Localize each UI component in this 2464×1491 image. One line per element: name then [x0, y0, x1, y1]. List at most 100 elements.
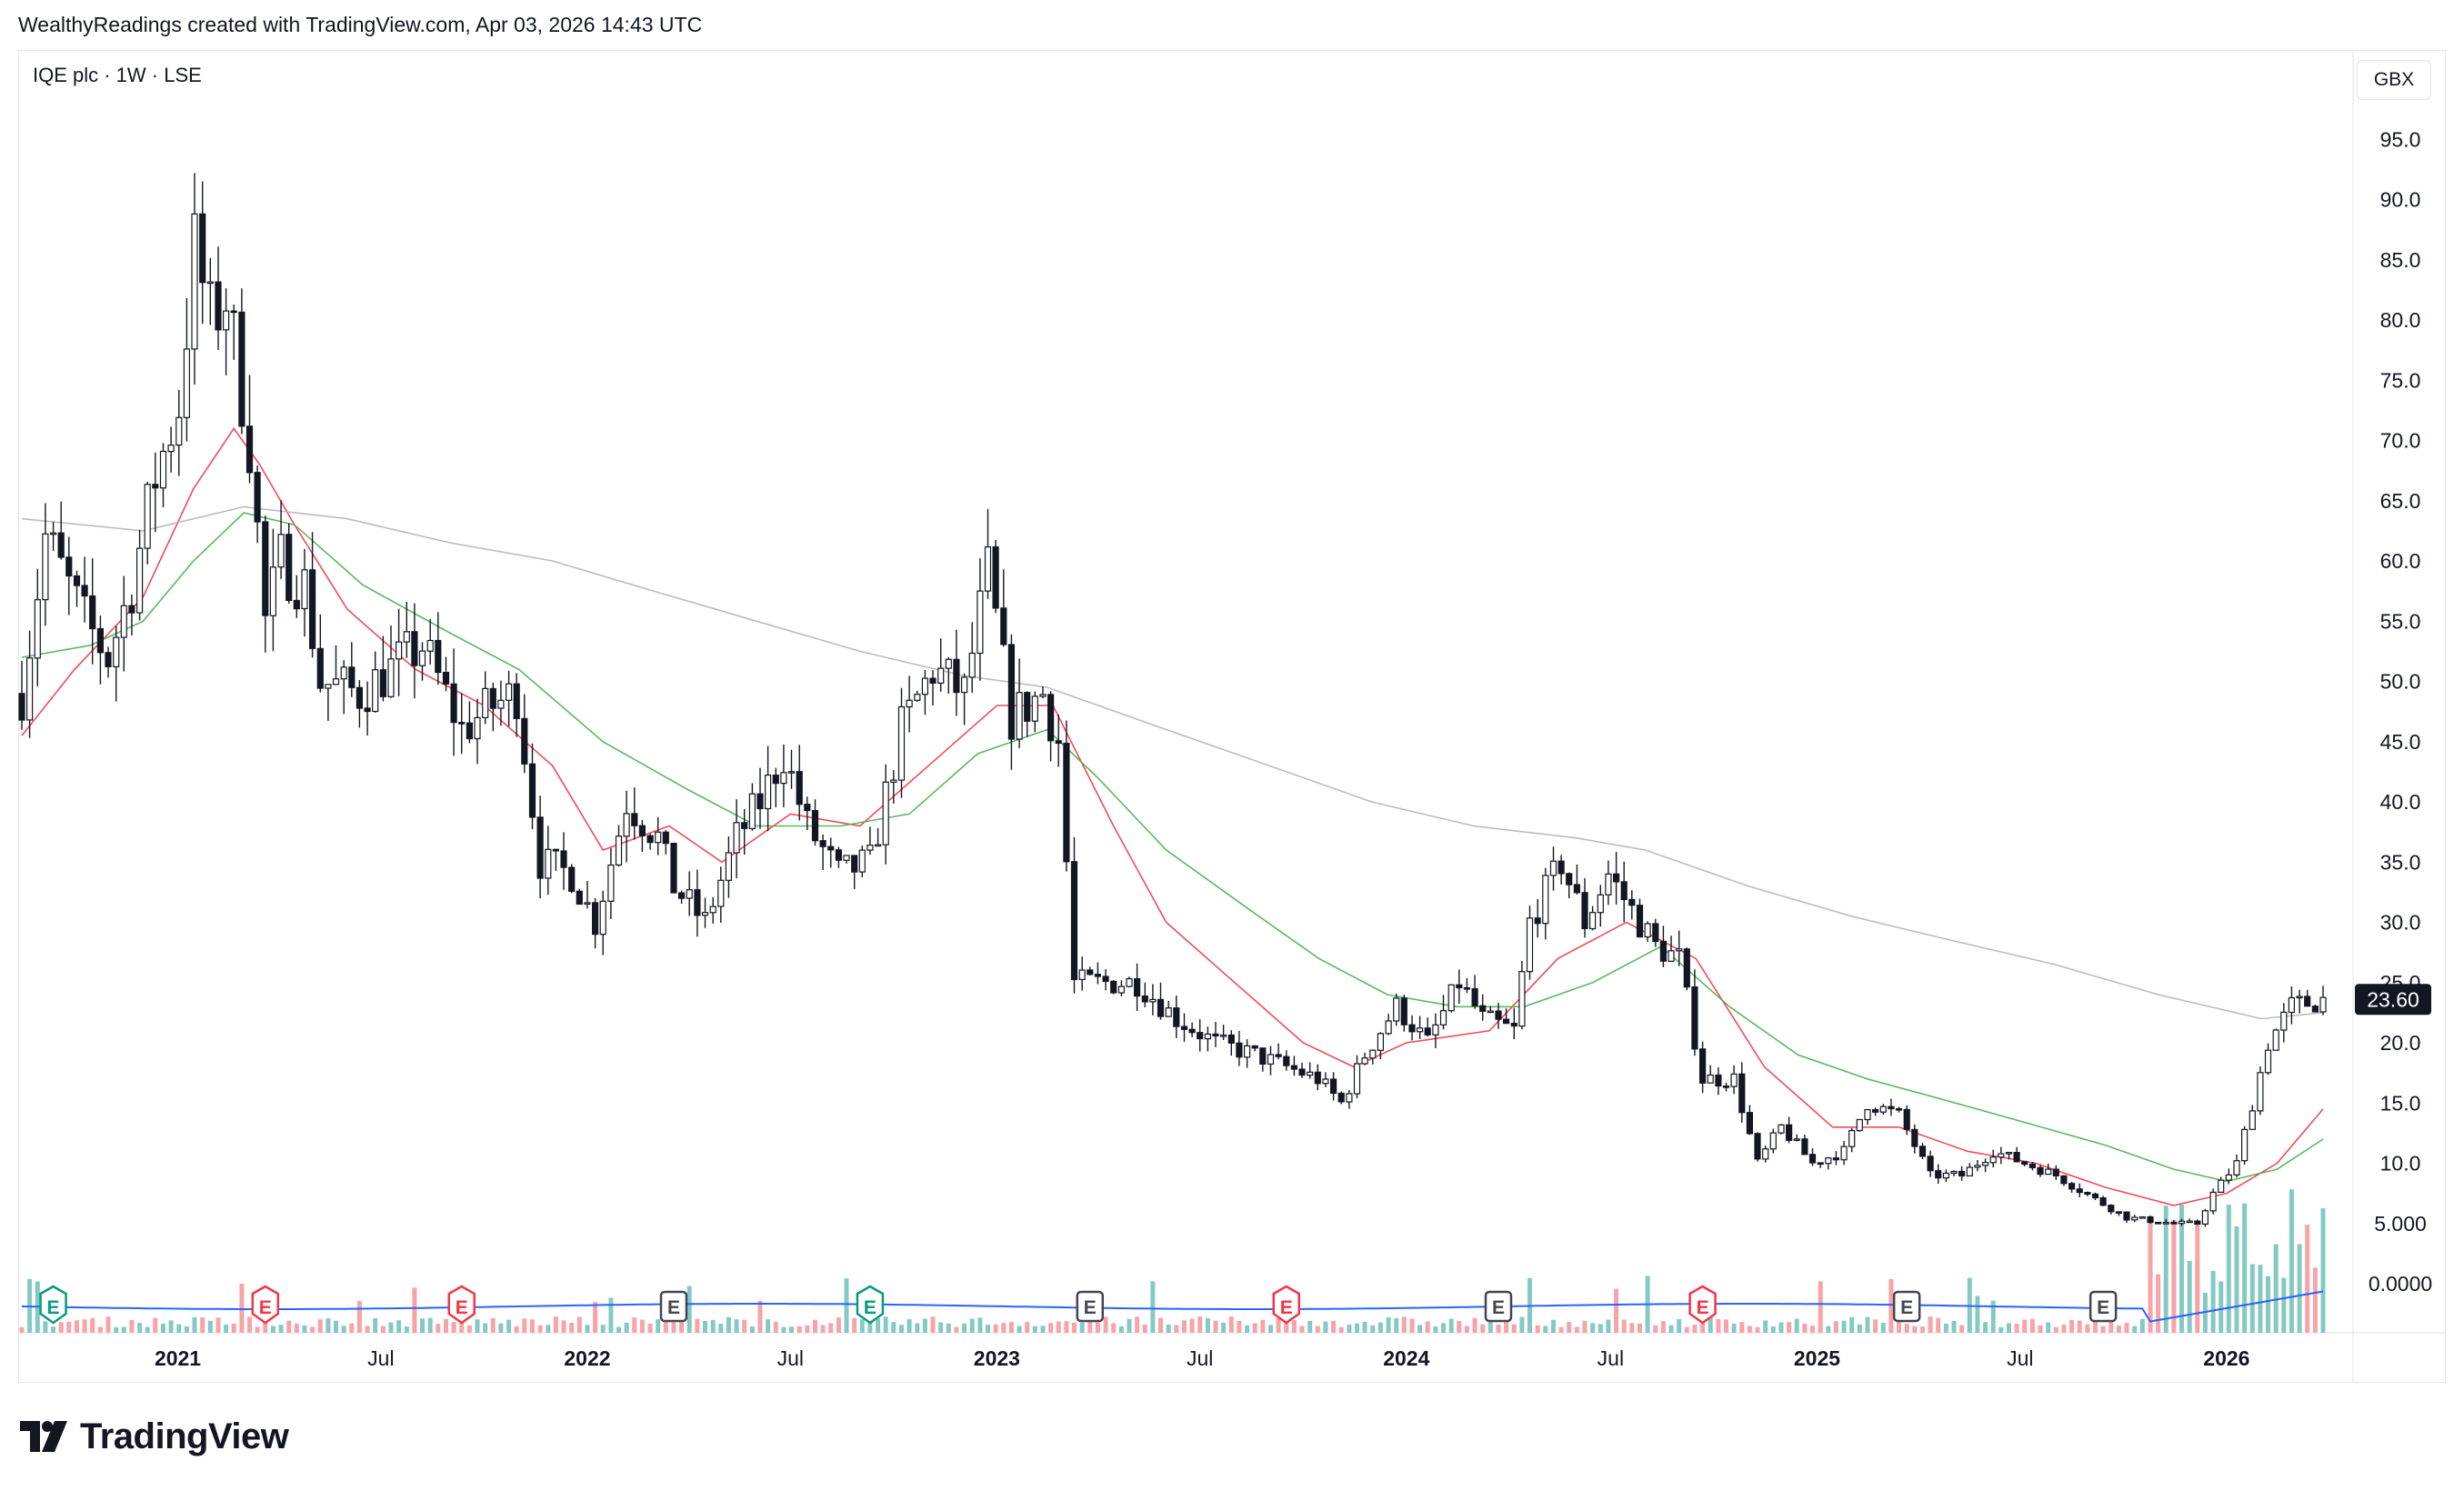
volume-bar: [1299, 1326, 1305, 1333]
candle-body: [1314, 1071, 1321, 1085]
volume-bar: [1590, 1323, 1596, 1333]
volume-bar: [1008, 1321, 1014, 1333]
volume-bar: [97, 1326, 103, 1333]
volume-bar: [2226, 1205, 2231, 1333]
volume-bar: [82, 1319, 87, 1333]
volume-bar: [1158, 1317, 1163, 1333]
candle-body: [1832, 1157, 1840, 1161]
earnings-marker-label: E: [456, 1297, 468, 1318]
candle-body: [2138, 1216, 2146, 1219]
volume-bar: [546, 1325, 551, 1333]
ma-fast-line: [21, 426, 2324, 1206]
volume-bar: [1315, 1326, 1320, 1333]
candle-body: [1895, 1107, 1903, 1111]
symbol-title[interactable]: IQE plc · 1W · LSE: [33, 64, 202, 86]
candle-body: [1259, 1047, 1267, 1066]
candle-body: [638, 825, 646, 836]
candle-body: [285, 534, 293, 601]
candle-body: [623, 813, 630, 837]
volume-bar: [938, 1322, 944, 1333]
candle-body: [1652, 923, 1659, 943]
volume-bar: [1660, 1321, 1666, 1333]
volume-bar: [1574, 1326, 1579, 1333]
candle-body: [1558, 860, 1565, 875]
volume-bar: [1959, 1325, 1965, 1333]
volume-bar: [1118, 1326, 1124, 1333]
candle-body: [1856, 1118, 1863, 1132]
currency-button[interactable]: GBX: [2357, 60, 2431, 100]
candle-body: [780, 772, 787, 785]
volume-bar: [176, 1324, 182, 1333]
candle-body: [764, 774, 772, 810]
volume-bar: [1700, 1316, 1706, 1333]
candle-body: [1369, 1049, 1377, 1059]
candle-body: [396, 641, 403, 660]
candle-body: [96, 627, 105, 654]
candle-body: [1439, 1010, 1447, 1026]
candle-body: [1730, 1073, 1738, 1087]
volume-bar: [2077, 1320, 2082, 1333]
volume-bar: [2266, 1276, 2270, 1333]
volume-bar: [1794, 1318, 1799, 1333]
volume-bar: [883, 1316, 888, 1333]
volume-bar: [2242, 1203, 2248, 1333]
volume-bar: [2156, 1274, 2161, 1333]
candle-body: [536, 816, 544, 879]
candle-body: [631, 813, 638, 826]
volume-bar: [1425, 1321, 1430, 1333]
volume-bar: [2053, 1326, 2058, 1333]
earnings-marker: [251, 1285, 280, 1325]
volume-bar: [828, 1323, 834, 1333]
candle-body: [1966, 1166, 1973, 1176]
candle-body: [1495, 1010, 1502, 1020]
volume-bar: [1841, 1320, 1847, 1333]
volume-bar: [1409, 1318, 1415, 1333]
candle-body: [411, 631, 418, 666]
tradingview-logo[interactable]: TradingView: [20, 1416, 289, 1456]
volume-bar: [1936, 1317, 1941, 1333]
candle-body: [245, 425, 254, 474]
candle-body: [568, 866, 576, 892]
candle-body: [2186, 1220, 2193, 1224]
candle-body: [897, 705, 906, 781]
volume-bar: [805, 1325, 810, 1333]
volume-bar: [915, 1323, 920, 1333]
candle-body: [1588, 912, 1597, 930]
volume-bar: [365, 1326, 370, 1333]
candle-body: [1487, 1010, 1494, 1014]
volume-bar: [1511, 1324, 1517, 1333]
volume-bar: [891, 1322, 896, 1333]
volume-bar: [820, 1325, 826, 1333]
volume-bar: [718, 1324, 724, 1333]
candle-body: [18, 693, 25, 721]
candle-body: [1329, 1078, 1337, 1095]
candle-body: [2241, 1128, 2249, 1162]
candle-body: [1337, 1092, 1345, 1103]
candle-body: [1173, 1007, 1180, 1027]
candle-body: [1636, 905, 1644, 938]
candle-body: [655, 831, 662, 844]
candle-body: [316, 647, 324, 689]
volume-bar: [1519, 1316, 1525, 1333]
candle-body: [560, 850, 567, 868]
volume-bar: [247, 1316, 252, 1333]
volume-bar: [388, 1322, 394, 1333]
candle-body: [2319, 996, 2327, 1013]
candle-body: [992, 545, 999, 609]
candle-body: [1267, 1054, 1275, 1065]
candle-body: [1204, 1033, 1212, 1040]
volume-bar: [286, 1320, 292, 1333]
candle-body: [489, 687, 496, 709]
candle-body: [1746, 1112, 1754, 1135]
volume-bar: [1582, 1320, 1588, 1333]
volume-bar: [1818, 1281, 1823, 1333]
volume-bar: [2179, 1204, 2184, 1333]
volume-bar: [380, 1326, 386, 1333]
volume-bar: [2116, 1325, 2121, 1333]
candle-body: [57, 532, 65, 558]
candle-body: [1400, 997, 1407, 1026]
candle-body: [906, 699, 913, 708]
volume-bar: [859, 1319, 865, 1333]
candle-body: [929, 677, 937, 684]
